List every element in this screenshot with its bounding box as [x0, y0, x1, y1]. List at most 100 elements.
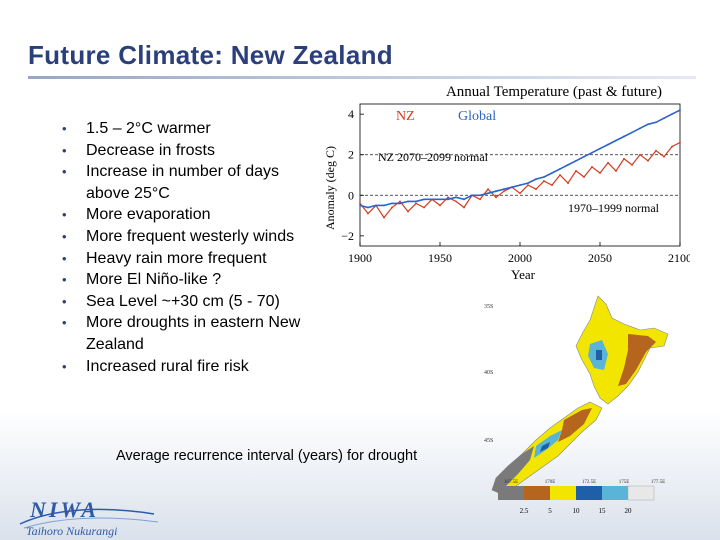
data-point-global: [631, 131, 633, 134]
data-point-nz: [359, 202, 361, 205]
data-point-nz: [423, 206, 425, 209]
data-point-global: [527, 182, 529, 185]
niwa-logo: NIWA: [30, 497, 100, 522]
data-point-nz: [631, 163, 633, 166]
north-island-wettest: [596, 350, 602, 360]
bullet-item: • Sea Level ~+30 cm (5 - 70): [62, 291, 322, 313]
lat-label-40s: 40S: [484, 370, 493, 376]
legend-value-5: 5: [548, 507, 552, 515]
legend-global: Global: [458, 109, 496, 124]
bullet-item: • More El Niño-like ?: [62, 269, 322, 291]
data-point-global: [559, 168, 561, 170]
data-point-global: [519, 184, 521, 187]
data-point-nz: [399, 200, 401, 203]
bullet-text: More evaporation: [86, 206, 211, 224]
data-point-nz: [591, 165, 593, 168]
data-point-nz: [383, 216, 385, 219]
data-point-global: [391, 202, 393, 205]
data-point-nz: [439, 204, 441, 207]
data-point-nz: [479, 198, 481, 201]
data-point-global: [487, 192, 489, 195]
data-point-global: [431, 198, 433, 201]
data-point-nz: [503, 190, 505, 193]
bullet-item: • Increased rural fire risk: [62, 356, 322, 378]
lat-label-35s: 35S: [484, 304, 493, 310]
data-point-nz: [599, 172, 601, 174]
niwa-logo-subtitle: Taihoro Nukurangi: [26, 524, 118, 538]
legend-swatch-grey: [498, 486, 524, 500]
legend-swatch-brown: [524, 486, 550, 500]
nz-drought-map-svg: 35S 40S 45S 2.5 5 10 15 20 167.5E 170E: [484, 295, 669, 515]
legend-value-10: 10: [573, 507, 581, 515]
data-point-nz: [671, 145, 673, 148]
bullet-text: 1.5 – 2°C warmer: [86, 120, 211, 137]
x-tick-label: 1950: [428, 251, 452, 265]
data-point-global: [375, 204, 377, 207]
x-tick-label: 1900: [348, 251, 372, 265]
data-point-nz: [519, 192, 521, 195]
bullet-text: Increased rural fire risk: [86, 357, 249, 375]
data-point-nz: [567, 182, 569, 185]
niwa-logo-swoosh: [19, 508, 159, 529]
x-tick-label: 2050: [588, 251, 612, 265]
bullet-item: • More evaporation: [62, 204, 322, 226]
bullet-dot: •: [62, 272, 67, 288]
data-point-nz: [407, 210, 409, 213]
map-caption: Average recurrence interval (years) for …: [116, 448, 418, 464]
annotation-nz-future-normal: NZ 2070–2099 normal: [378, 150, 489, 164]
data-point-nz: [663, 155, 665, 158]
lat-label-45s: 45S: [484, 438, 493, 444]
bullet-list: • 1.5 – 2°C warmer • Decrease in frosts • Inc…: [62, 118, 322, 377]
data-point-global: [399, 202, 401, 205]
data-point-nz: [551, 184, 553, 187]
data-point-nz: [527, 184, 529, 187]
bullet-item: • Decrease in frosts: [62, 140, 322, 162]
lon-label-175: 175E: [619, 480, 630, 485]
data-point-global: [599, 147, 601, 150]
data-point-nz: [583, 176, 585, 178]
legend-value-20: 20: [625, 507, 633, 515]
bullet-text: Heavy rain more frequent: [86, 249, 267, 267]
south-island-wettest: [540, 442, 550, 452]
data-point-global: [575, 159, 577, 162]
data-point-nz: [559, 174, 561, 176]
data-point-nz: [463, 206, 465, 209]
y-tick-label: 0: [348, 188, 354, 202]
data-point-global: [591, 151, 593, 154]
bullet-item: • More droughts in eastern New Zealand: [62, 312, 322, 355]
data-point-global: [423, 198, 425, 201]
data-point-nz: [679, 141, 681, 144]
data-point-global: [511, 186, 513, 189]
temperature-chart-svg: Annual Temperature (past & future) Anoma…: [323, 84, 692, 282]
legend-value-15: 15: [599, 507, 607, 515]
data-point-global: [383, 204, 385, 207]
data-point-nz: [639, 153, 641, 156]
data-point-global: [367, 206, 369, 209]
data-point-nz: [575, 170, 577, 172]
data-point-global: [551, 172, 553, 174]
bullet-item: • Increase in number of days above 25°C: [62, 161, 322, 204]
bullet-text: More El Niño-like ?: [86, 271, 222, 289]
plot-frame: [359, 103, 681, 247]
data-point-nz: [447, 196, 449, 199]
data-point-global: [607, 143, 609, 146]
legend-swatch-white: [627, 485, 655, 501]
data-point-global: [663, 117, 665, 120]
bullet-item: • 1.5 – 2°C warmer: [62, 118, 322, 140]
bullet-text: More frequent westerly winds: [86, 227, 295, 245]
bullet-dot: •: [62, 142, 67, 158]
chart-title: Annual Temperature (past & future): [446, 84, 662, 100]
legend-nz: NZ: [396, 109, 415, 124]
chart-xlabel: Year: [511, 267, 536, 282]
data-point-global: [439, 198, 441, 201]
y-tick-label: 2: [348, 148, 354, 162]
data-point-global: [615, 139, 617, 142]
bullet-item: • Heavy rain more frequent: [62, 248, 322, 270]
data-point-nz: [391, 206, 393, 209]
bullet-dot: •: [62, 315, 67, 331]
data-point-nz: [487, 188, 489, 191]
temperature-chart: Annual Temperature (past & future) Anoma…: [318, 78, 692, 288]
bullet-dot: •: [62, 293, 67, 309]
legend-swatch-lightblue: [602, 486, 628, 500]
bullet-item: • More frequent westerly winds: [62, 226, 322, 248]
